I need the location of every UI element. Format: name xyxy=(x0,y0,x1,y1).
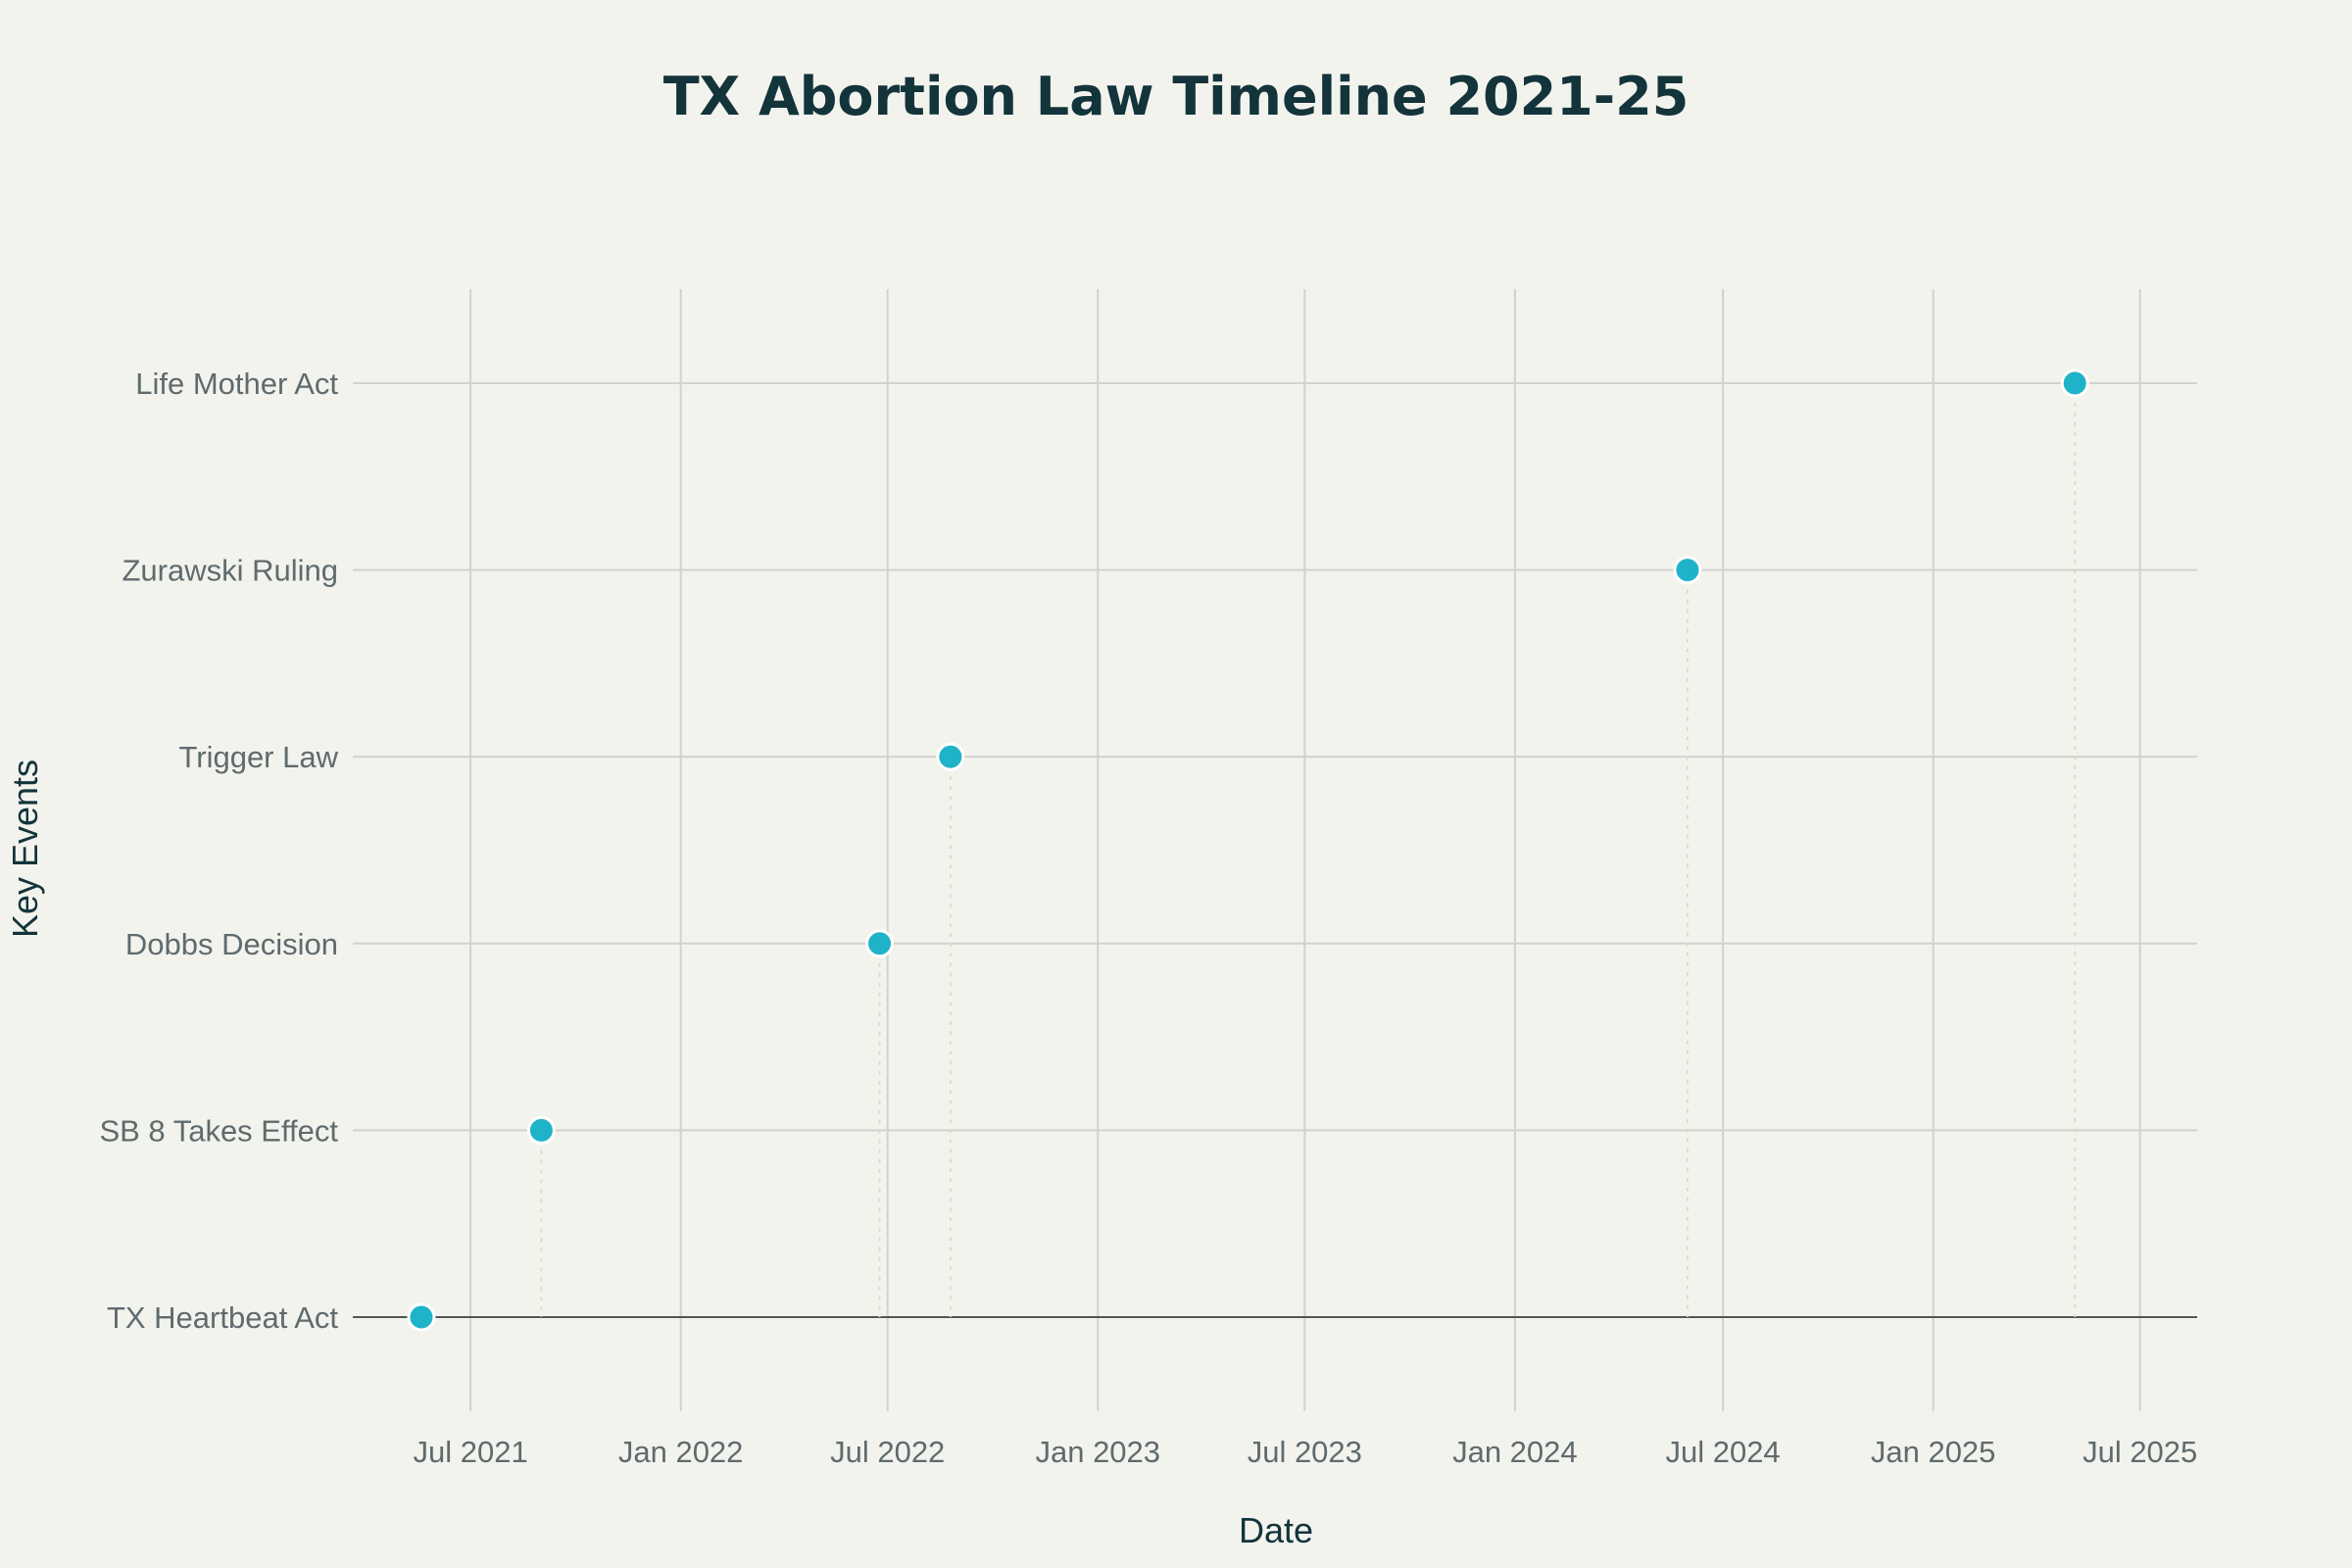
event-marker[interactable] xyxy=(2060,368,2089,398)
x-tick-label: Jul 2021 xyxy=(413,1435,527,1469)
x-gridlines xyxy=(469,289,2141,1411)
x-tick-label: Jul 2022 xyxy=(830,1435,945,1469)
x-tick-label: Jul 2025 xyxy=(2082,1435,2197,1469)
x-tick-label: Jul 2023 xyxy=(1248,1435,1362,1469)
x-tick-label: Jan 2022 xyxy=(618,1435,744,1469)
y-tick-label: SB 8 Takes Effect xyxy=(99,1113,338,1148)
event-markers xyxy=(407,368,2089,1332)
x-axis-title: Date xyxy=(1239,1510,1313,1550)
x-tick-label: Jan 2024 xyxy=(1452,1435,1578,1469)
chart-title: TX Abortion Law Timeline 2021-25 xyxy=(663,66,1690,127)
y-tick-label: Dobbs Decision xyxy=(125,927,338,961)
event-marker[interactable] xyxy=(526,1115,556,1145)
y-axis-title: Key Events xyxy=(5,760,45,938)
event-marker[interactable] xyxy=(407,1302,436,1332)
event-marker[interactable] xyxy=(936,742,965,771)
y-tick-label: Trigger Law xyxy=(178,740,338,774)
event-marker[interactable] xyxy=(865,929,895,958)
event-marker[interactable] xyxy=(1673,556,1702,585)
y-gridlines xyxy=(353,382,2197,1318)
y-tick-label: Zurawski Ruling xyxy=(122,554,338,588)
y-tick-label: Life Mother Act xyxy=(135,367,338,401)
x-tick-label: Jan 2023 xyxy=(1035,1435,1160,1469)
y-tick-label: TX Heartbeat Act xyxy=(107,1300,338,1335)
event-stems xyxy=(540,383,2077,1317)
x-tick-labels: Jul 2021 Jan 2022 Jul 2022 Jan 2023 Jul 2023… xyxy=(413,1435,2197,1469)
x-tick-label: Jan 2025 xyxy=(1871,1435,1996,1469)
y-tick-labels: TX Heartbeat Act SB 8 Takes Effect Dobbs D… xyxy=(99,367,338,1335)
x-tick-label: Jul 2024 xyxy=(1665,1435,1780,1469)
